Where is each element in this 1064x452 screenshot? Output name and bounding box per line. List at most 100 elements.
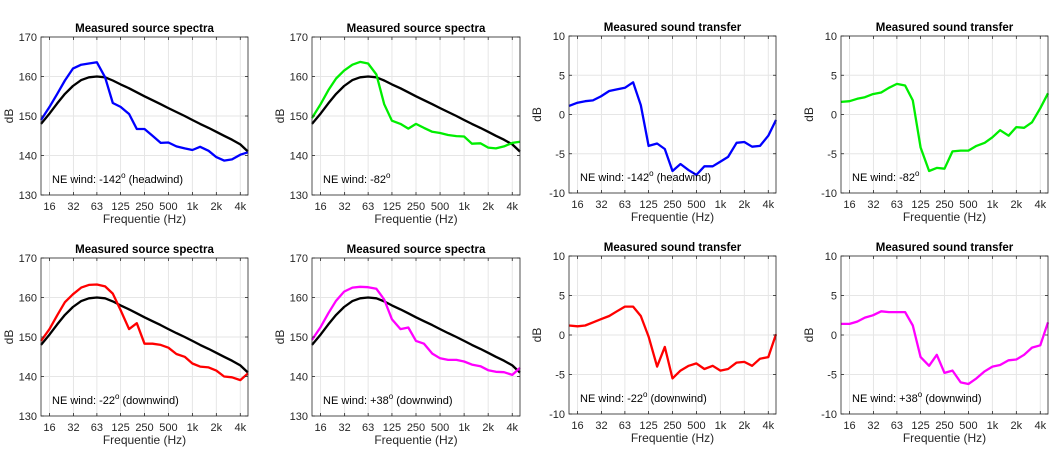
x-tick-label: 500 xyxy=(431,422,449,434)
annotation-suffix: (downwind) xyxy=(922,393,981,405)
y-tick-label: 140 xyxy=(19,372,37,384)
x-tick-label: 500 xyxy=(431,201,449,213)
x-tick-label: 63 xyxy=(362,422,374,434)
x-tick-label: 500 xyxy=(687,420,705,432)
chart-title: Measured sound transfer xyxy=(876,242,1014,254)
y-tick-label: 130 xyxy=(290,190,308,202)
degree-superscript: o xyxy=(649,169,654,178)
y-tick-label: 10 xyxy=(553,31,565,43)
x-tick-label: 125 xyxy=(639,199,657,211)
y-tick-label: 5 xyxy=(831,291,837,303)
series-line-reference xyxy=(40,75,249,153)
x-tick-label: 63 xyxy=(91,422,103,434)
x-tick-label: 250 xyxy=(407,422,425,434)
chart-title: Measured source spectra xyxy=(347,244,486,256)
y-tick-label: 170 xyxy=(19,253,37,265)
wind-annotation: NE wind: -22o (downwind) xyxy=(52,392,179,407)
chart-panel-1: 16 32 63 125 250 500 1k 2k 4k 130 140 150 160 170 Meas… xyxy=(2,23,249,226)
x-tick-label: 32 xyxy=(67,422,79,434)
degree-superscript: o xyxy=(389,392,394,401)
degree-superscript: o xyxy=(386,171,391,180)
annotation-suffix: (headwind) xyxy=(654,172,711,184)
y-axis-label: dB xyxy=(273,109,287,124)
x-tick-label: 250 xyxy=(935,199,953,211)
y-tick-label: 5 xyxy=(559,70,565,82)
chart-title: Measured source spectra xyxy=(75,244,214,256)
wind-annotation: NE wind: -22o (downwind) xyxy=(580,390,707,405)
x-tick-label: 4k xyxy=(762,420,774,432)
y-tick-label: 160 xyxy=(19,72,37,84)
annotation-prefix: NE wind: -82 xyxy=(323,174,386,186)
chart-title: Measured sound transfer xyxy=(604,22,742,34)
y-axis-label: dB xyxy=(2,330,16,345)
x-tick-label: 32 xyxy=(867,420,879,432)
series-line-reference xyxy=(40,296,249,374)
y-tick-label: 10 xyxy=(553,251,565,263)
x-tick-label: 16 xyxy=(571,420,583,432)
x-tick-label: 63 xyxy=(619,199,631,211)
chart-panel-4: 16 32 63 125 250 500 1k 2k 4k -10 -5 0 5 10 Measured s… xyxy=(802,22,1050,224)
x-tick-label: 4k xyxy=(234,201,246,213)
y-tick-label: -5 xyxy=(555,370,565,382)
y-tick-label: 140 xyxy=(19,151,37,163)
x-tick-label: 2k xyxy=(211,422,223,434)
x-tick-label: 16 xyxy=(843,420,855,432)
x-tick-label: 63 xyxy=(891,420,903,432)
x-tick-label: 1k xyxy=(987,420,999,432)
x-tick-label: 1k xyxy=(715,420,727,432)
x-tick-label: 4k xyxy=(234,422,246,434)
x-tick-label: 1k xyxy=(458,201,470,213)
y-tick-label: 170 xyxy=(19,32,37,44)
x-tick-label: 4k xyxy=(1034,420,1046,432)
y-tick-label: -5 xyxy=(827,370,837,382)
x-tick-label: 32 xyxy=(595,199,607,211)
x-tick-label: 63 xyxy=(891,199,903,211)
x-tick-label: 1k xyxy=(187,422,199,434)
x-axis-label: Frequentie (Hz) xyxy=(103,212,186,226)
series-line-transfer xyxy=(840,82,1050,173)
x-tick-label: 2k xyxy=(739,420,751,432)
y-tick-label: -10 xyxy=(549,188,565,200)
y-tick-label: 10 xyxy=(825,31,837,43)
chart-panel-2: 16 32 63 125 250 500 1k 2k 4k 130 140 150 160 170 Meas… xyxy=(273,23,521,226)
x-tick-label: 1k xyxy=(987,199,999,211)
y-tick-label: 130 xyxy=(19,411,37,423)
x-axis-label: Frequentie (Hz) xyxy=(903,431,986,445)
x-tick-label: 125 xyxy=(383,422,401,434)
x-tick-label: 16 xyxy=(314,201,326,213)
annotation-prefix: NE wind: -142 xyxy=(52,174,121,186)
x-tick-label: 4k xyxy=(762,199,774,211)
y-tick-label: 5 xyxy=(831,70,837,82)
x-tick-label: 250 xyxy=(407,201,425,213)
x-tick-label: 2k xyxy=(739,199,751,211)
series-line-reference xyxy=(311,296,521,374)
y-tick-label: 170 xyxy=(290,253,308,265)
degree-superscript: o xyxy=(918,390,923,399)
wind-annotation: NE wind: -82o xyxy=(852,169,920,184)
x-tick-label: 2k xyxy=(1011,420,1023,432)
series-line-transfer xyxy=(841,310,1050,386)
chart-title: Measured source spectra xyxy=(347,23,486,35)
annotation-prefix: NE wind: -22 xyxy=(580,393,643,405)
x-axis-label: Frequentie (Hz) xyxy=(103,433,186,447)
x-axis-label: Frequentie (Hz) xyxy=(374,212,457,226)
x-tick-label: 125 xyxy=(383,201,401,213)
y-tick-label: 160 xyxy=(290,72,308,84)
y-tick-label: -10 xyxy=(821,188,837,200)
y-tick-label: 10 xyxy=(825,251,837,263)
y-tick-label: 160 xyxy=(19,293,37,305)
series-line-transfer xyxy=(568,305,778,380)
x-tick-label: 125 xyxy=(639,420,657,432)
annotation-prefix: NE wind: +38 xyxy=(323,395,389,407)
annotation-prefix: NE wind: -22 xyxy=(52,395,115,407)
y-tick-label: 160 xyxy=(290,293,308,305)
x-tick-label: 32 xyxy=(339,201,351,213)
y-tick-label: 0 xyxy=(559,330,565,342)
degree-superscript: o xyxy=(915,169,920,178)
y-axis-label: dB xyxy=(802,328,816,343)
series-line-measured xyxy=(311,285,521,377)
chart-panel-7: 16 32 63 125 250 500 1k 2k 4k -10 -5 0 5 10 Measured s… xyxy=(530,242,778,445)
x-tick-label: 2k xyxy=(482,422,494,434)
x-tick-label: 4k xyxy=(506,422,518,434)
